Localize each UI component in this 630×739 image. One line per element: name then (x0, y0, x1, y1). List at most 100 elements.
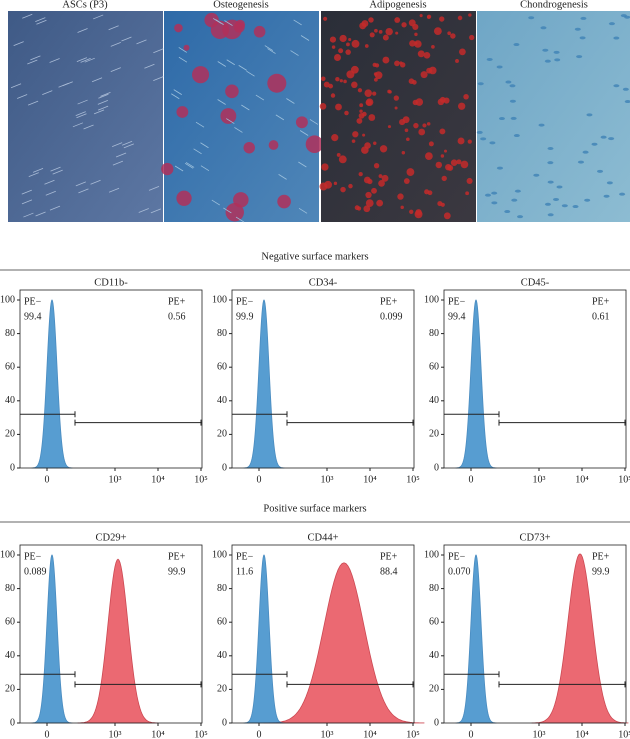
y-tick-label: 40 (217, 395, 227, 406)
y-tick-label: 80 (5, 583, 15, 594)
cell (193, 148, 202, 155)
lipid-droplet (335, 103, 342, 111)
cell (75, 111, 86, 117)
lipid-droplet (339, 34, 347, 43)
lipid-droplet (443, 149, 448, 153)
cell (613, 84, 620, 88)
cell (622, 87, 629, 91)
panel-title: CD44+ (307, 532, 338, 543)
gate-value: 11.6 (236, 566, 253, 577)
cell (178, 47, 187, 53)
lipid-droplet (414, 32, 418, 37)
gate-value: 99.9 (236, 311, 254, 322)
cell (235, 216, 245, 223)
cell (542, 48, 549, 52)
lipid-droplet (330, 93, 336, 98)
lipid-droplet (359, 103, 364, 108)
cell (299, 130, 309, 136)
x-tick-label: 10⁵ (618, 729, 630, 739)
lipid-droplet (356, 118, 363, 124)
plot-frame (19, 289, 203, 469)
cell (97, 105, 109, 111)
y-tick-label: 100 (212, 549, 227, 560)
cell (13, 41, 24, 47)
cell (28, 172, 39, 177)
cell (36, 19, 47, 25)
lipid-droplet (364, 142, 371, 149)
lipid-droplet (401, 150, 406, 155)
lipid-droplet (350, 65, 359, 74)
cell (200, 165, 210, 172)
lipid-droplet (339, 79, 343, 83)
lipid-droplet (468, 13, 472, 17)
lipid-droplet (420, 71, 428, 79)
cell (264, 45, 274, 51)
cell (32, 168, 44, 173)
cell (480, 137, 487, 141)
cell (217, 61, 226, 67)
lipid-droplet (352, 131, 359, 138)
gate-value: 0.089 (24, 566, 47, 577)
y-tick-label: 40 (429, 395, 439, 406)
cell (174, 165, 184, 172)
lipid-droplet (344, 110, 349, 116)
cell (554, 58, 561, 62)
lipid-droplet (419, 14, 423, 18)
cell (27, 100, 39, 106)
image-label: Osteogenesis (213, 0, 268, 10)
cell (136, 39, 147, 45)
micrograph (8, 11, 163, 222)
cell (195, 121, 205, 128)
lipid-droplet (324, 180, 332, 189)
section-title: Positive surface markers (263, 503, 366, 514)
lipid-droplet (368, 114, 376, 121)
lipid-droplet (457, 137, 465, 145)
gate-value: 0.56 (168, 311, 186, 322)
cell (23, 212, 34, 218)
y-tick-label: 20 (429, 429, 439, 440)
cell (572, 205, 579, 209)
cell (298, 161, 307, 168)
cell (226, 59, 235, 66)
cell (52, 169, 63, 175)
lipid-droplet (345, 49, 351, 55)
plot-frame (443, 289, 627, 469)
gate-value: 99.9 (168, 566, 186, 577)
y-tick-label: 20 (217, 684, 227, 695)
x-tick-label: 0 (257, 474, 262, 485)
lipid-droplet (414, 41, 418, 45)
cell (509, 84, 516, 88)
cell (579, 36, 586, 40)
cell (544, 202, 551, 206)
cell (582, 150, 589, 154)
cell (580, 16, 587, 20)
micrograph (164, 11, 319, 222)
cell (484, 193, 491, 197)
histogram (243, 554, 285, 724)
cell (491, 191, 498, 195)
cell (138, 208, 149, 213)
image-label: Adipogenesis (369, 0, 426, 10)
gate-value: 88.4 (380, 566, 398, 577)
cell (153, 76, 164, 81)
lipid-droplet (331, 134, 339, 142)
cell (226, 118, 235, 124)
lipid-droplet (400, 205, 404, 210)
lipid-droplet (457, 15, 463, 21)
x-tick-label: 10⁴ (575, 729, 589, 739)
mineral-nodule (176, 190, 192, 206)
gate-value: 0.070 (448, 566, 471, 577)
mineral-nodule (253, 25, 266, 38)
mineral-nodule (174, 23, 183, 33)
y-tick-label: 60 (5, 361, 15, 372)
lipid-droplet (393, 95, 399, 101)
lipid-droplet (364, 44, 369, 48)
lipid-droplet (417, 50, 425, 58)
y-tick-label: 100 (424, 294, 439, 305)
x-tick-label: 0 (257, 729, 262, 739)
cell (300, 35, 310, 41)
gate-negative (444, 671, 500, 678)
lipid-droplet (338, 155, 347, 164)
cell (255, 94, 265, 101)
